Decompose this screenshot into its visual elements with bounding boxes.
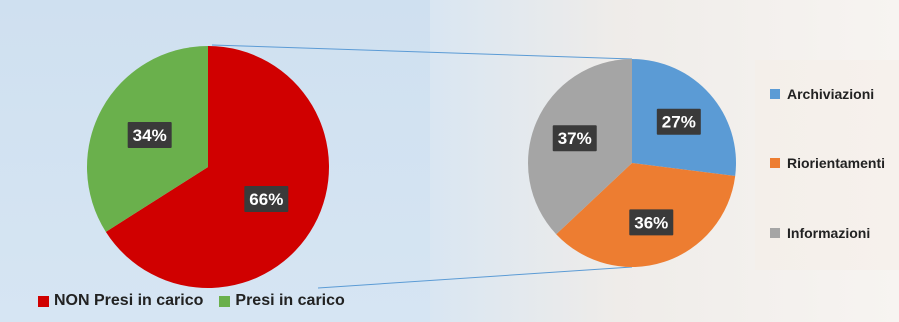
data-label-box [629, 209, 674, 236]
data-label-text: 27% [662, 113, 696, 132]
legend-item-presi: Presi in carico [219, 292, 345, 310]
legend-item-informazioni: Informazioni [770, 225, 870, 241]
data-label-text: 34% [133, 126, 167, 145]
data-label-non-presi-in-carico: 66% [244, 186, 289, 213]
data-label-box [244, 186, 289, 213]
legend-swatch-orange [770, 158, 780, 168]
legend-label: Presi in carico [235, 292, 345, 309]
connector-lines [211, 44, 633, 289]
legend-swatch-green [219, 295, 231, 307]
legend-item-non-presi: NON Presi in carico [38, 292, 203, 310]
data-label-archiviazioni: 27% [656, 108, 701, 135]
legend-label: Informazioni [787, 225, 871, 241]
data-label-box [656, 108, 701, 135]
main-pie-legend: NON Presi in carico Presi in carico [38, 292, 355, 310]
legend-swatch-blue [770, 89, 780, 99]
legend-swatch-gray [770, 228, 780, 238]
data-labels: 66% 34% 27% 36% 37% [127, 108, 701, 236]
pie-slice-non-presi-in-carico [105, 46, 329, 289]
secondary-pie [528, 59, 737, 267]
data-label-box [552, 125, 597, 152]
data-label-riorientamenti: 36% [629, 209, 674, 236]
legend-item-riorientamenti: Riorientamenti [770, 155, 885, 171]
legend-label: Riorientamenti [787, 155, 886, 171]
legend-item-archiviazioni: Archiviazioni [770, 86, 874, 102]
data-label-presi-in-carico: 34% [127, 121, 172, 148]
data-label-informazioni: 37% [552, 125, 597, 152]
connector-line-top [211, 44, 633, 60]
connector-line-bottom [317, 266, 633, 289]
data-label-text: 36% [634, 213, 668, 232]
data-label-text: 37% [558, 129, 592, 148]
data-label-text: 66% [249, 190, 283, 209]
legend-swatch-red [38, 295, 49, 307]
legend-label: NON Presi in carico [54, 292, 204, 309]
legend-label: Archiviazioni [787, 86, 875, 102]
data-label-box [127, 121, 172, 148]
main-pie [86, 46, 329, 289]
